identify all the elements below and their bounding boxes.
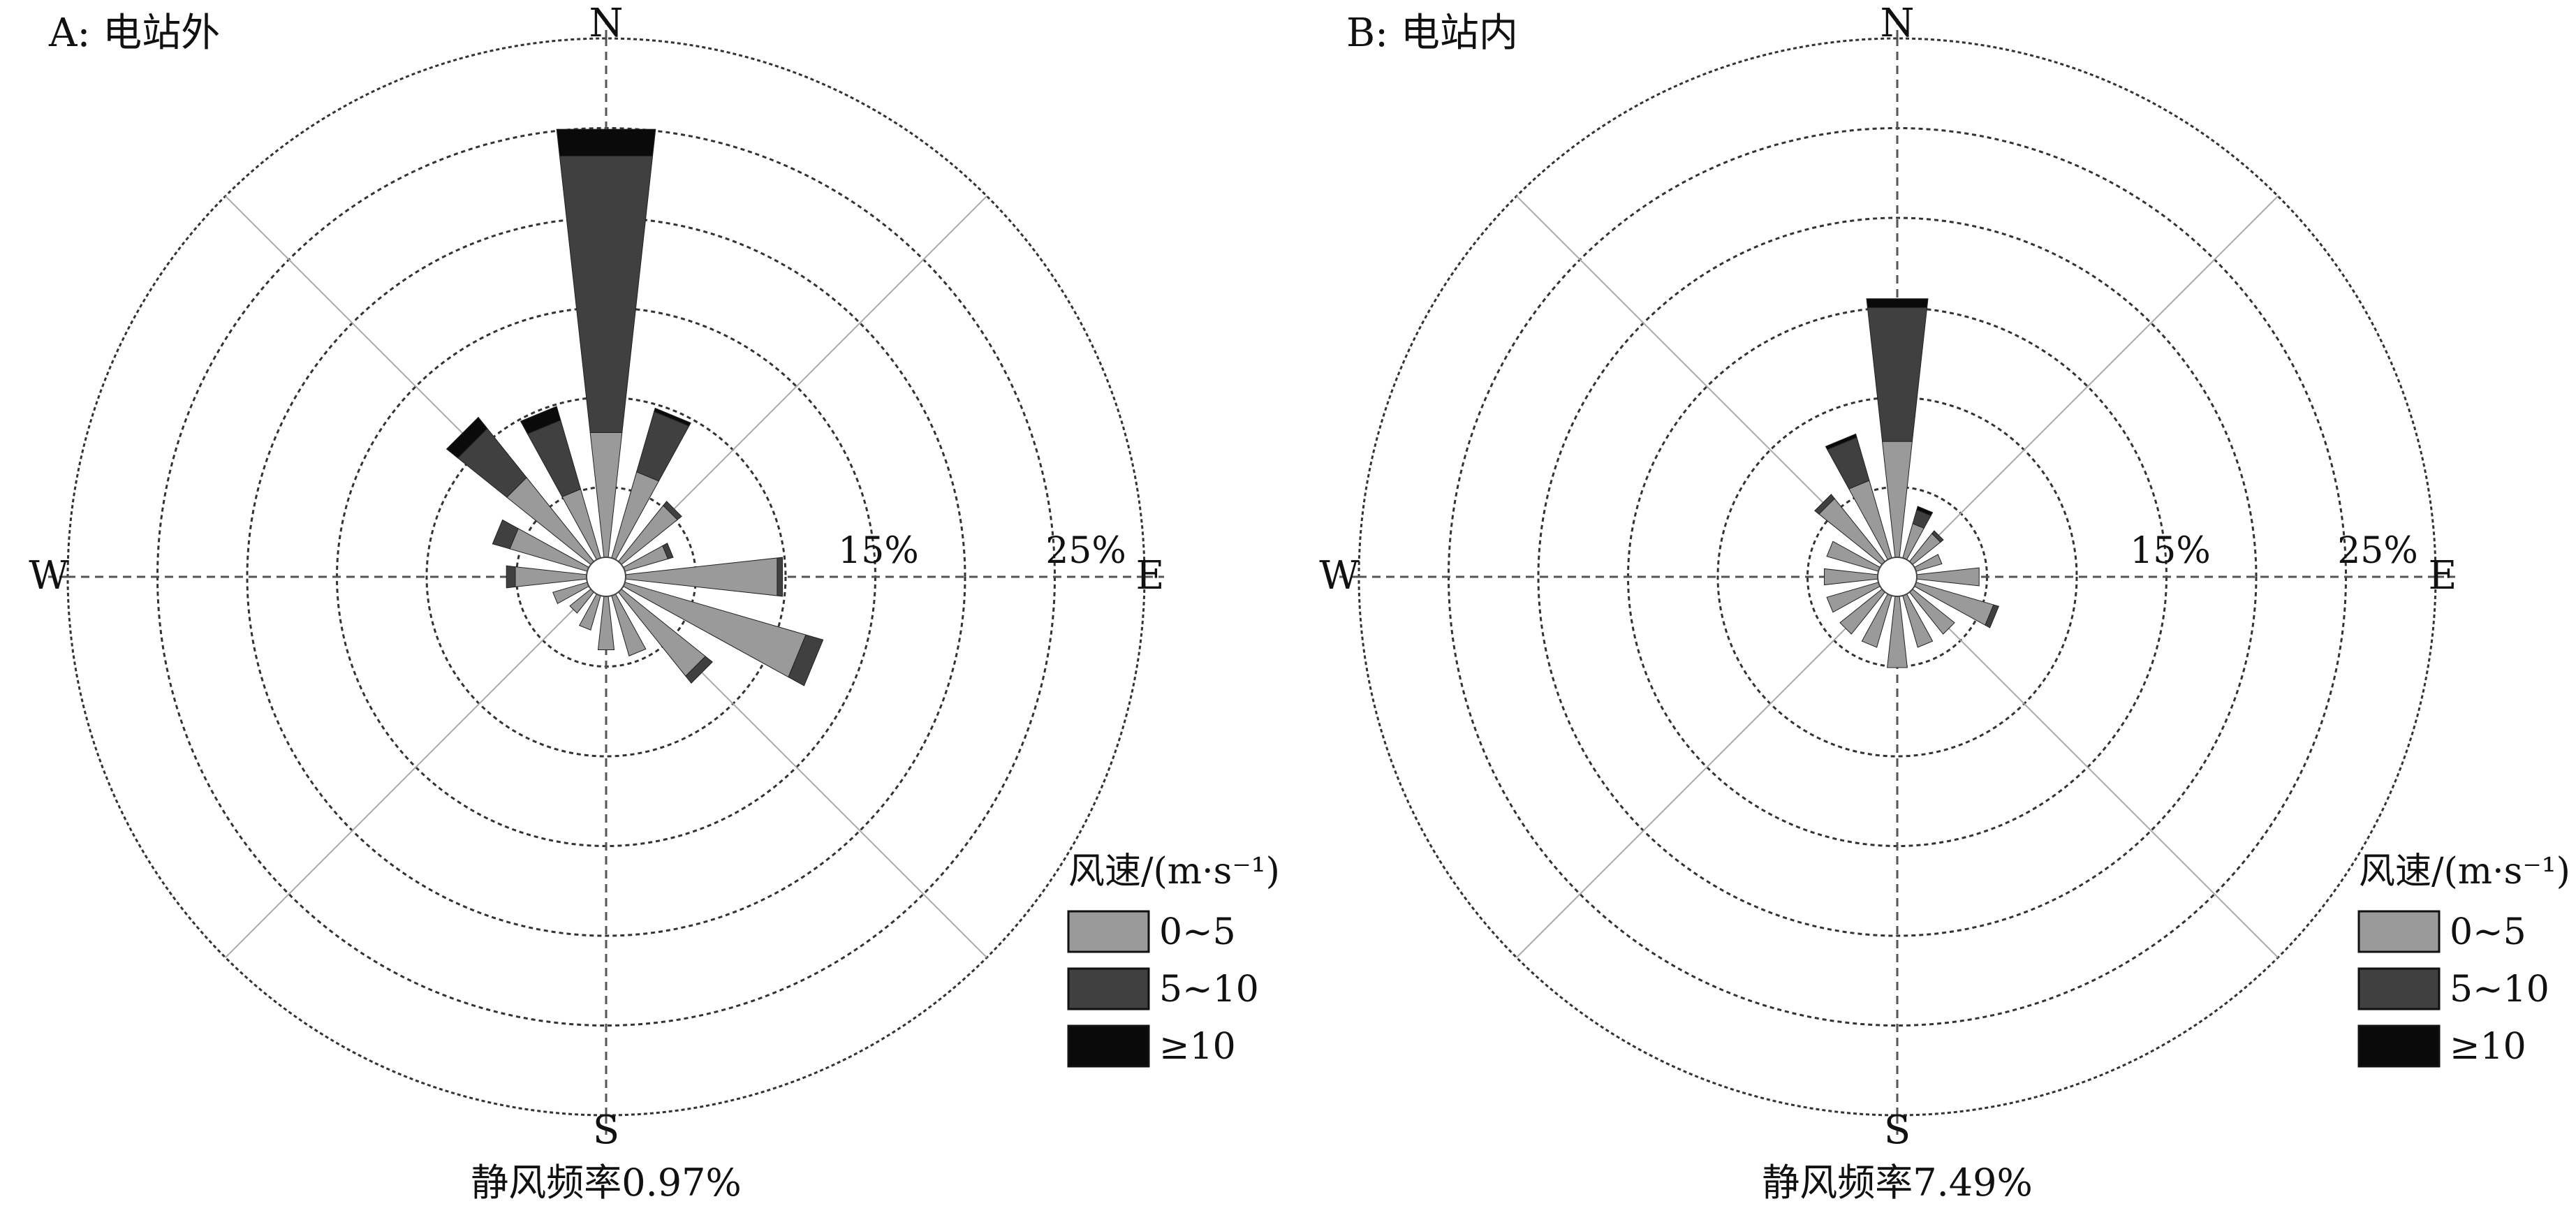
ring-label-25: 25% xyxy=(1045,530,1126,572)
legend-title: 风速/(m·s⁻¹) xyxy=(1068,851,1280,892)
legend-swatch-0-5 xyxy=(1067,910,1150,953)
petal-nw-5-10 xyxy=(1814,494,1835,515)
petal-w-5-10 xyxy=(506,565,516,589)
panel-title: B: 电站内 xyxy=(1346,10,1518,56)
compass-east-label: E xyxy=(2429,553,2457,598)
petal-n-10-plus xyxy=(556,128,656,156)
wind-rose-panel-b: B: 电站内 N E S W 15% 25% 风速/(m·s⁻¹) 0~5 5~… xyxy=(1319,1,2570,1205)
petal-nw-10-plus xyxy=(446,416,488,459)
legend-label-0-5: 0~5 xyxy=(1159,911,1236,953)
ring-label-25: 25% xyxy=(2337,530,2418,572)
petal-ese-5-10 xyxy=(1985,604,2000,628)
petal-nnw-10-plus xyxy=(1825,433,1857,450)
petal-nnw-5-10 xyxy=(527,419,582,498)
calm-frequency-label: 静风频率0.97% xyxy=(471,1161,742,1205)
petal-ne-5-10 xyxy=(663,501,682,520)
compass-west-label: W xyxy=(1319,553,1360,598)
petal-nne-10-plus xyxy=(1916,506,1934,517)
legend-label-5-10: 5~10 xyxy=(1159,969,1259,1010)
petal-s-0-5 xyxy=(1887,596,1908,668)
wind-petals xyxy=(1814,298,2000,668)
petal-nne-10-plus xyxy=(654,407,691,427)
petal-wnw-5-10 xyxy=(492,519,519,550)
legend-label-10-plus: ≥10 xyxy=(2450,1026,2526,1068)
ring-label-15: 15% xyxy=(838,530,919,572)
petal-n-5-10 xyxy=(559,155,654,433)
petal-s-0-5 xyxy=(597,596,615,650)
compass-west-label: W xyxy=(29,553,69,598)
petal-n-5-10 xyxy=(1867,307,1928,442)
petal-ene-5-10 xyxy=(662,543,674,559)
legend-title: 风速/(m·s⁻¹) xyxy=(2359,851,2570,892)
legend-swatch-10-plus xyxy=(2357,1024,2441,1068)
legend-label-0-5: 0~5 xyxy=(2450,911,2526,953)
center-hub xyxy=(586,557,626,597)
speed-legend: 风速/(m·s⁻¹) 0~5 5~10 ≥10 xyxy=(2357,851,2570,1068)
diagonal-spoke xyxy=(1897,576,2279,958)
panel-title: A: 电站外 xyxy=(48,10,220,56)
petal-w-0-5 xyxy=(515,566,587,587)
diagonal-spoke xyxy=(1516,576,1898,958)
wind-petals xyxy=(446,128,824,686)
petal-ne-5-10 xyxy=(1931,530,1944,543)
petal-nnw-10-plus xyxy=(520,406,561,434)
petal-w-0-5 xyxy=(1824,568,1878,586)
petal-se-5-10 xyxy=(685,656,713,684)
ring-label-15: 15% xyxy=(2130,530,2211,572)
diagonal-spoke xyxy=(225,576,607,958)
legend-label-10-plus: ≥10 xyxy=(1159,1026,1236,1068)
compass-north-label: N xyxy=(589,1,624,46)
legend-label-5-10: 5~10 xyxy=(2450,969,2549,1010)
wind-rose-panel-a: A: 电站外 N E S W 15% 25% 风速/(m·s⁻¹) 0~5 5~… xyxy=(29,1,1280,1205)
speed-legend: 风速/(m·s⁻¹) 0~5 5~10 ≥10 xyxy=(1067,851,1280,1068)
compass-south-label: S xyxy=(593,1108,619,1153)
legend-swatch-10-plus xyxy=(1067,1024,1150,1068)
compass-north-label: N xyxy=(1881,1,1915,46)
diagonal-spoke xyxy=(1897,196,2279,578)
center-hub xyxy=(1877,557,1918,597)
compass-east-label: E xyxy=(1136,553,1165,598)
legend-swatch-0-5 xyxy=(2357,910,2441,953)
legend-swatch-5-10 xyxy=(2357,967,2441,1010)
petal-e-0-5 xyxy=(1916,567,1980,587)
petal-ese-5-10 xyxy=(788,634,824,686)
petal-n-10-plus xyxy=(1866,298,1929,309)
compass-south-label: S xyxy=(1884,1108,1911,1153)
ring-20pct xyxy=(1537,216,2258,937)
legend-swatch-5-10 xyxy=(1067,967,1150,1010)
petal-e-5-10 xyxy=(777,557,783,597)
calm-frequency-label: 静风频率7.49% xyxy=(1762,1161,2033,1205)
